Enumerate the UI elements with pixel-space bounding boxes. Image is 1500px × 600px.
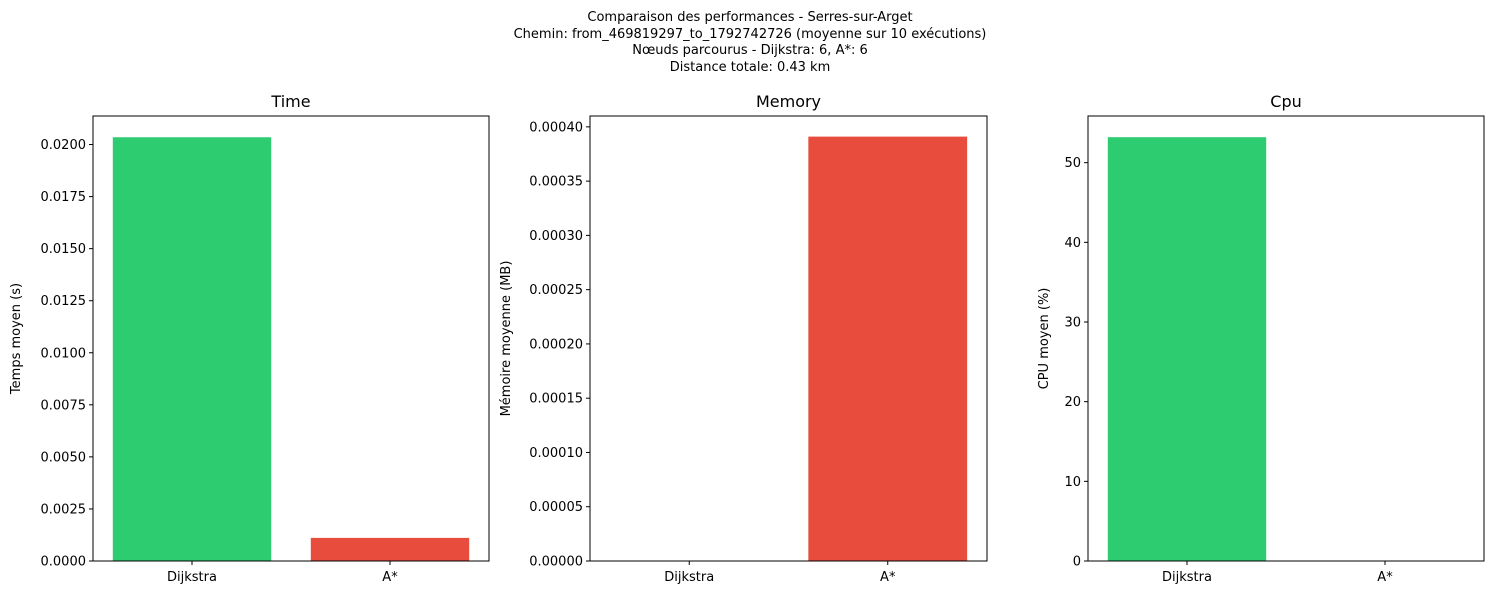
y-tick-label: 40	[1064, 236, 1081, 251]
y-tick-label: 30	[1064, 316, 1081, 331]
x-tick-label: Dijkstra	[664, 570, 714, 585]
y-tick-label: 0.00030	[529, 229, 583, 244]
y-tick-label: 10	[1064, 475, 1081, 490]
y-tick-label: 0.0025	[41, 502, 87, 517]
y-tick-label: 0.0100	[41, 346, 87, 361]
x-tick-label: A*	[1377, 570, 1393, 585]
bar-a-memory	[808, 136, 968, 561]
y-tick-label: 0.00005	[529, 500, 583, 515]
y-tick-label: 0	[1073, 555, 1081, 570]
bar-dijkstra-time	[112, 137, 272, 562]
panel-title: Time	[270, 92, 310, 111]
x-tick-label: A*	[382, 570, 398, 585]
y-tick-label: 0.0125	[41, 294, 87, 309]
y-tick-label: 0.00025	[529, 283, 583, 298]
y-axis-label: CPU moyen (%)	[1037, 288, 1052, 390]
x-tick-label: Dijkstra	[167, 570, 217, 585]
panel-title: Cpu	[1270, 92, 1301, 111]
panel-title: Memory	[756, 92, 821, 111]
y-tick-label: 0.00040	[529, 120, 583, 135]
y-tick-label: 0.00035	[529, 175, 583, 190]
y-tick-label: 0.00000	[529, 555, 583, 570]
y-tick-label: 0.0200	[41, 138, 87, 153]
y-tick-label: 0.0050	[41, 450, 87, 465]
y-tick-label: 0.0075	[41, 398, 87, 413]
y-tick-label: 50	[1064, 156, 1081, 171]
y-tick-label: 0.0150	[41, 242, 87, 257]
suptitle-line-4: Distance totale: 0.43 km	[669, 59, 831, 75]
bar-a-time	[310, 537, 470, 561]
y-tick-label: 0.00015	[529, 392, 583, 407]
y-tick-label: 0.00010	[529, 446, 583, 461]
y-axis-label: Temps moyen (s)	[9, 283, 24, 395]
chart-panel-1: 0.0000 0.0025 0.0050 0.0075 0.0100 0.0125 0.01…	[9, 92, 490, 585]
y-tick-label: 0.0175	[41, 190, 87, 205]
suptitle-line-3: Nœuds parcourus - Dijkstra: 6, A*: 6	[632, 43, 868, 58]
y-tick-label: 0.0000	[41, 555, 87, 570]
x-tick-label: A*	[880, 570, 896, 585]
y-tick-label: 0.00020	[529, 337, 583, 352]
axes-frame	[1087, 115, 1485, 562]
y-axis-label: Mémoire moyenne (MB)	[499, 261, 514, 417]
axes-frame	[92, 115, 490, 562]
y-tick-label: 20	[1064, 395, 1081, 410]
bar-dijkstra-cpu	[1107, 137, 1267, 561]
figure-suptitle: Comparaison des performances - Serres-su…	[0, 10, 1500, 76]
x-tick-label: Dijkstra	[1162, 570, 1212, 585]
chart-panel-2: 0.00000 0.00005 0.00010 0.00015 0.00020 0.000…	[499, 92, 988, 585]
suptitle-line-2: Chemin: from_469819297_to_1792742726 (mo…	[513, 26, 987, 42]
axes-frame	[589, 115, 988, 562]
suptitle-line-1: Comparaison des performances - Serres-su…	[587, 10, 913, 25]
chart-panel-3: 0 10 20 30 40 50 Dijkstra A* Cpu CPU moyen (%)	[1037, 92, 1485, 585]
